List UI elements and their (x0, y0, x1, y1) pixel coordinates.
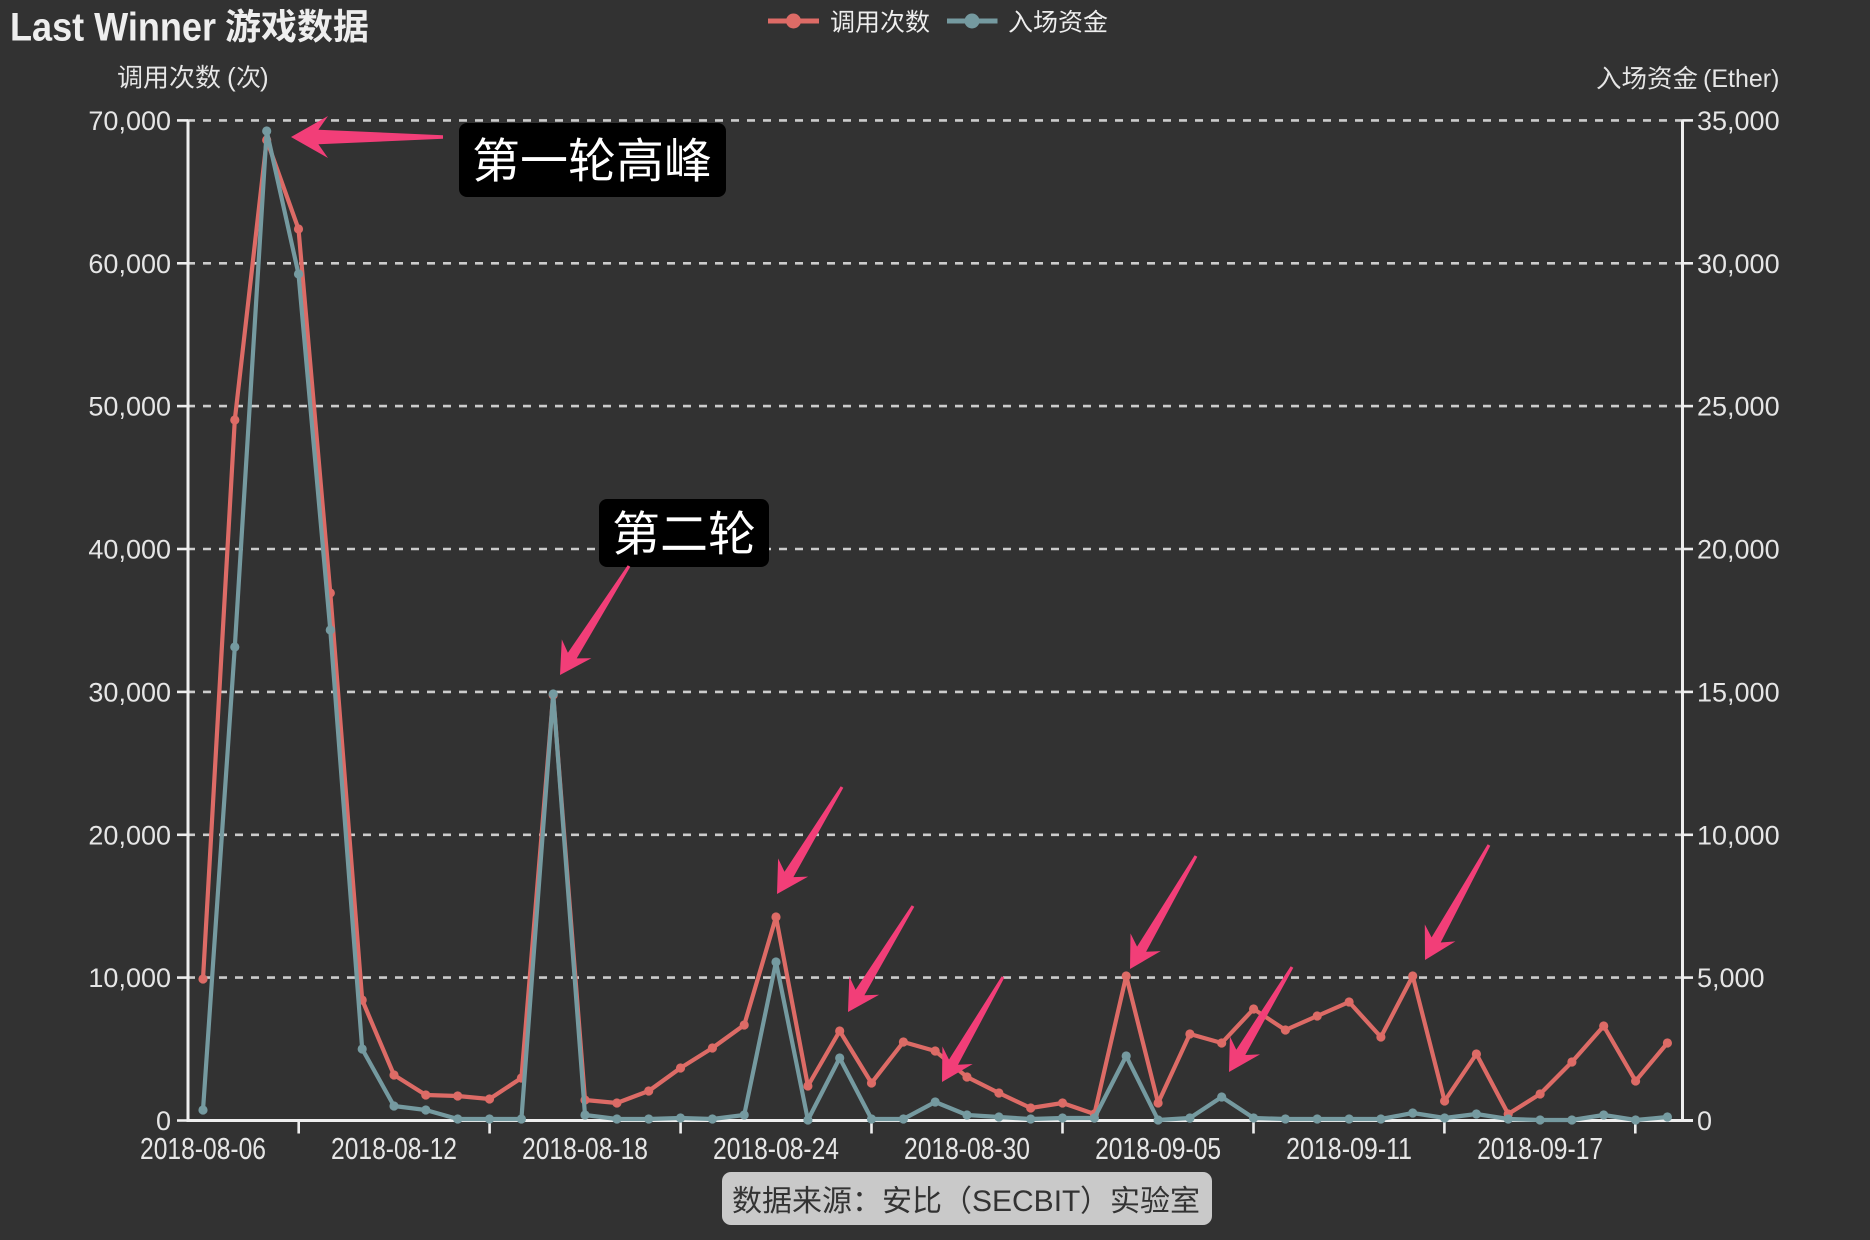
svg-text:(Ether): (Ether) (1703, 65, 1779, 93)
svg-text:SECBIT: SECBIT (972, 1185, 1080, 1218)
svg-text:35,000: 35,000 (1697, 106, 1780, 136)
svg-text:): ) (260, 62, 269, 92)
svg-text:0: 0 (1697, 1106, 1712, 1136)
svg-text:30,000: 30,000 (88, 677, 171, 707)
svg-text:2018-08-06: 2018-08-06 (140, 1131, 266, 1166)
svg-text:15,000: 15,000 (1697, 677, 1780, 707)
svg-text:2018-08-24: 2018-08-24 (713, 1131, 839, 1166)
svg-text:70,000: 70,000 (88, 106, 171, 136)
svg-text:0: 0 (156, 1106, 171, 1136)
svg-text:20,000: 20,000 (1697, 535, 1780, 565)
svg-text:60,000: 60,000 (88, 249, 171, 279)
svg-text:2018-09-17: 2018-09-17 (1477, 1131, 1603, 1166)
svg-text:10,000: 10,000 (1697, 820, 1780, 850)
svg-text:30,000: 30,000 (1697, 249, 1780, 279)
svg-text:40,000: 40,000 (88, 535, 171, 565)
svg-text:20,000: 20,000 (88, 820, 171, 850)
svg-text:25,000: 25,000 (1697, 392, 1780, 422)
svg-text:2018-09-11: 2018-09-11 (1286, 1131, 1412, 1166)
svg-text:5,000: 5,000 (1697, 963, 1765, 993)
svg-text:2018-09-05: 2018-09-05 (1095, 1131, 1221, 1166)
svg-text:2018-08-12: 2018-08-12 (331, 1131, 457, 1166)
svg-text:(: ( (227, 62, 236, 92)
svg-text:2018-08-30: 2018-08-30 (904, 1131, 1030, 1166)
svg-text:Last Winner: Last Winner (10, 6, 216, 50)
svg-text:50,000: 50,000 (88, 392, 171, 422)
svg-text:10,000: 10,000 (88, 963, 171, 993)
svg-text:2018-08-18: 2018-08-18 (522, 1131, 648, 1166)
